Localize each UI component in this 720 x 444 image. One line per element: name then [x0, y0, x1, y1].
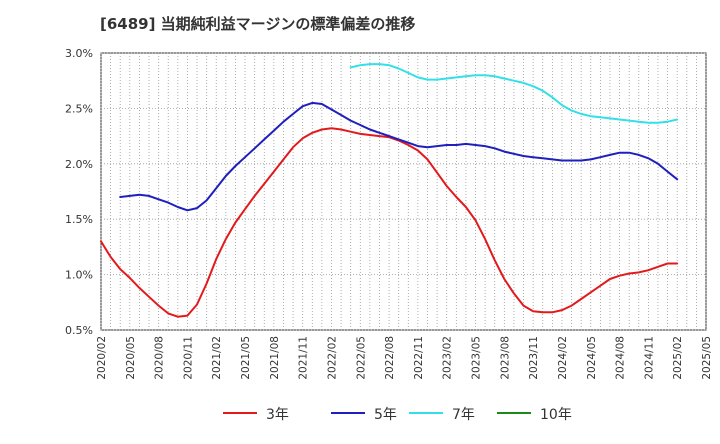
- y-tick-label: 0.5%: [65, 324, 93, 337]
- plot-area: [100, 52, 707, 331]
- x-tick-label: 2023/11: [528, 336, 540, 380]
- x-tick-label: 2022/08: [384, 336, 396, 380]
- y-tick-label: 1.5%: [65, 213, 93, 226]
- y-tick-label: 1.0%: [65, 269, 93, 282]
- x-tick-label: 2020/05: [125, 336, 137, 380]
- series-line-5年: [119, 101, 679, 212]
- x-tick-label: 2024/02: [557, 336, 569, 380]
- x-tick-label: 2023/08: [499, 336, 511, 380]
- legend-label: 5年: [374, 407, 397, 423]
- x-tick-label: 2021/11: [298, 336, 310, 380]
- y-tick-label: 2.0%: [65, 158, 93, 171]
- legend-label: 10年: [540, 407, 572, 423]
- series-line-7年: [349, 63, 679, 124]
- x-tick-label: 2023/02: [442, 336, 454, 380]
- x-tick-label: 2024/11: [643, 336, 655, 380]
- series-line-3年: [100, 127, 679, 318]
- chart-title: [6489] 当期純利益マージンの標準偏差の推移: [100, 15, 416, 33]
- x-tick-label: 2024/05: [586, 336, 598, 380]
- x-tick-label: 2024/08: [615, 336, 627, 380]
- legend-label: 7年: [452, 407, 475, 423]
- x-tick-label: 2022/11: [413, 336, 425, 380]
- y-tick-label: 2.5%: [65, 102, 93, 115]
- x-tick-label: 2025/02: [672, 336, 684, 380]
- x-tick-label: 2021/05: [240, 336, 252, 380]
- x-tick-label: 2020/02: [96, 336, 108, 380]
- x-tick-label: 2022/05: [355, 336, 367, 380]
- x-tick-label: 2020/11: [182, 336, 194, 380]
- x-tick-label: 2021/02: [211, 336, 223, 380]
- legend-label: 3年: [266, 407, 289, 423]
- x-tick-label: 2023/05: [471, 336, 483, 380]
- x-tick-label: 2021/08: [269, 336, 281, 380]
- x-tick-label: 2022/02: [326, 336, 338, 380]
- x-tick-label: 2020/08: [154, 336, 166, 380]
- y-tick-label: 3.0%: [65, 47, 93, 60]
- x-tick-label: 2025/05: [701, 336, 713, 380]
